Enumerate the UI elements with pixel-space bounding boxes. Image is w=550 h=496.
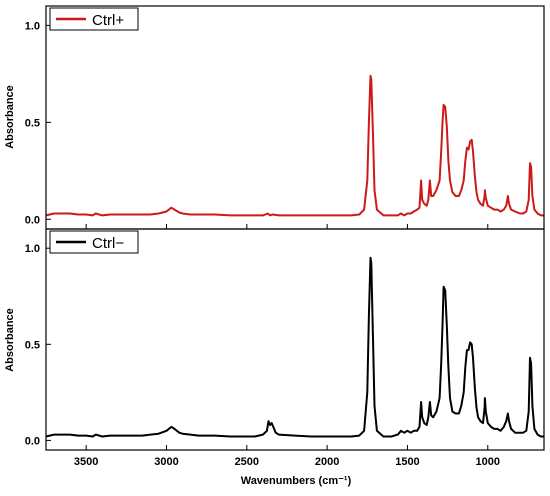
x-tick-label: 3500 <box>74 456 98 468</box>
x-tick-label: 3000 <box>154 456 178 468</box>
panel-1-y-tick-label: 0.0 <box>25 435 40 447</box>
panel-0-y-tick-label: 0.0 <box>25 214 40 226</box>
panel-1-legend-label: Ctrl− <box>92 235 124 252</box>
plot-layer: 0.0 0.5 1.0 Ctrl+ 0.0 0.5 1.0 3500 3000 2500 2000 1… <box>25 5 545 468</box>
panel-0-series-0-line <box>45 74 544 217</box>
panel-1-ylabel: Absorbance <box>4 308 16 372</box>
panel-0-ylabel: Absorbance <box>4 85 16 149</box>
panel-1-y-tick-label: 1.0 <box>25 243 40 255</box>
x-tick-label: 2000 <box>315 456 339 468</box>
panel-0-legend-box <box>49 7 139 31</box>
panel-1-frame <box>45 228 545 451</box>
panel-0-frame <box>45 5 545 230</box>
panel-0-y-tick-label: 0.5 <box>25 117 40 129</box>
panel-0-y-tick-label: 1.0 <box>25 20 40 32</box>
panel-0-legend-label: Ctrl+ <box>92 12 124 29</box>
panel-1-y-tick-label: 0.5 <box>25 339 40 351</box>
x-tick-label: 1500 <box>395 456 419 468</box>
x-axis-title: Wavenumbers (cm⁻¹) <box>241 475 352 487</box>
x-tick-label: 2500 <box>235 456 259 468</box>
x-tick-label: 1000 <box>476 456 500 468</box>
panel-1-legend-box <box>49 230 139 254</box>
panel-1-series-0-line <box>45 256 544 438</box>
